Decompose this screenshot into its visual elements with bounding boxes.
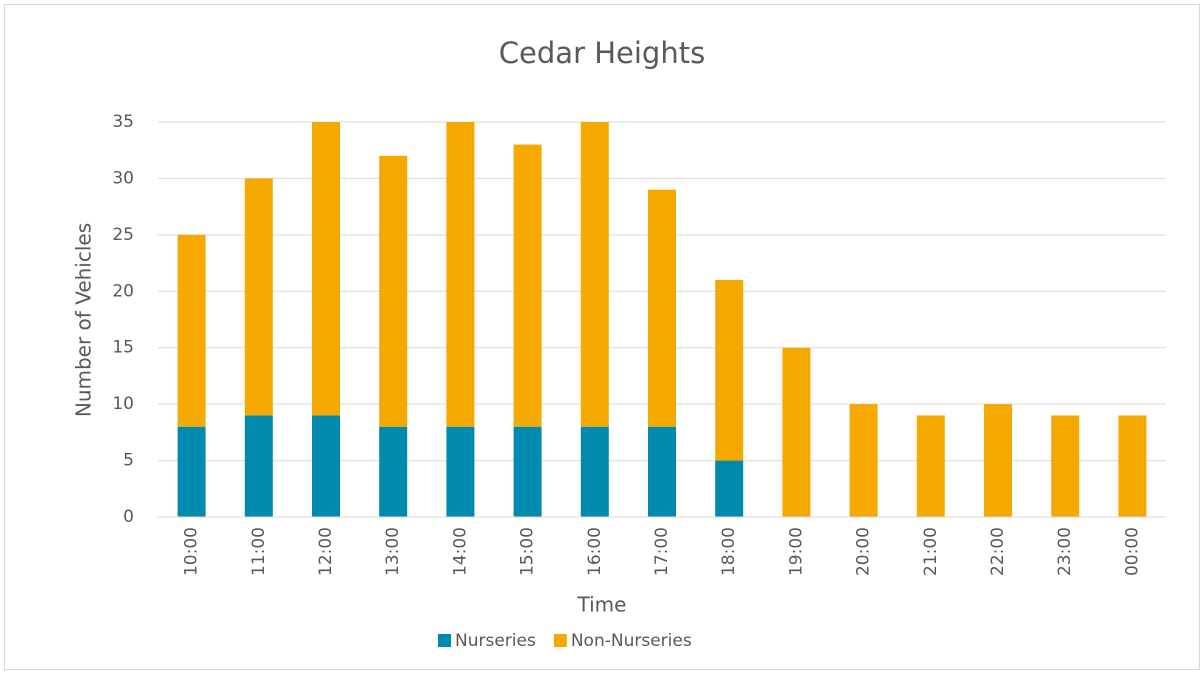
x-tick-label: 17:00 [652,527,672,576]
bar-segment [849,404,878,517]
x-tick-label: 12:00 [316,527,336,576]
x-tick-label: 00:00 [1122,527,1142,576]
bar-segment [177,234,206,427]
bar-segment [648,189,676,427]
bar-segment [715,460,744,517]
bar-segment [1118,415,1147,517]
x-tick-label: 19:00 [786,527,806,576]
bar-segment [580,122,609,427]
y-tick-label: 30 [112,168,134,188]
x-tick-label: 18:00 [719,527,739,576]
y-tick-label: 10 [112,394,134,414]
bar-segment [446,426,475,517]
bar-segment [715,280,744,461]
x-tick-label: 20:00 [854,527,874,576]
bar-segment [244,415,273,517]
y-tick-label: 5 [123,451,134,471]
y-axis-title: Number of Vehicles [72,223,96,417]
bar-segment [379,426,408,517]
bar-segment [648,426,676,517]
legend-swatch [553,634,567,647]
x-tick-label: 15:00 [518,527,538,576]
legend-label: Nurseries [455,631,536,651]
bar-segment [513,426,542,517]
x-tick-label: 22:00 [988,527,1008,576]
legend-label: Non-Nurseries [571,631,692,651]
bar-segment [244,178,273,416]
bar-segment [379,155,408,427]
x-tick-label: 16:00 [585,527,605,576]
bar-segment [177,426,206,517]
y-tick-label: 35 [112,112,134,132]
x-axis-title: Time [577,593,627,617]
x-tick-label: 10:00 [182,527,202,576]
bar-segment [580,426,609,517]
y-tick-label: 15 [112,338,134,358]
x-tick-label: 21:00 [921,527,941,576]
bar-segment [312,122,340,416]
bar-segment [916,415,945,517]
bar-segment [782,347,811,517]
y-tick-label: 0 [123,507,134,527]
legend-swatch [438,634,451,647]
bar-segment [513,144,542,427]
bar-segment [446,122,475,427]
x-tick-label: 13:00 [383,527,403,576]
bar-segment [312,415,340,517]
chart-title: Cedar Heights [499,36,705,70]
y-tick-label: 20 [112,281,134,301]
bar-segment [984,404,1012,517]
x-tick-label: 23:00 [1055,527,1075,576]
x-tick-label: 14:00 [450,527,470,576]
y-tick-label: 25 [112,225,134,245]
bar-segment [1051,415,1080,517]
x-tick-label: 11:00 [249,527,269,576]
